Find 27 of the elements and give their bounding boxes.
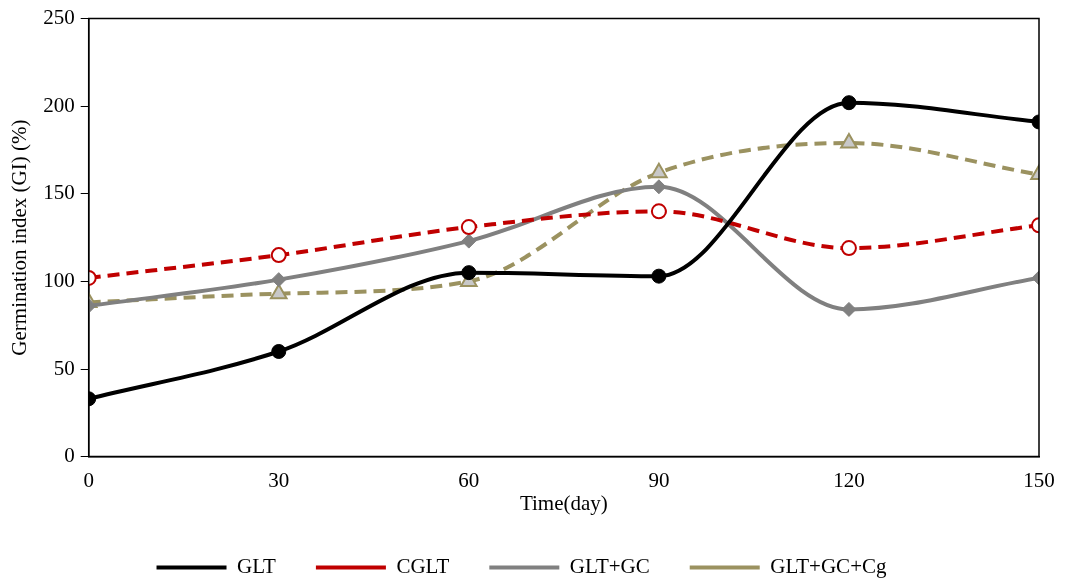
- x-tick-label: 0: [83, 467, 94, 492]
- x-axis-title: Time(day): [519, 490, 608, 515]
- y-tick-label: 50: [53, 355, 75, 380]
- point: [271, 343, 287, 359]
- point: [271, 272, 287, 288]
- point: [650, 203, 667, 220]
- x-tick-label: 30: [268, 467, 290, 492]
- point: [460, 219, 477, 236]
- x-tick-label: 90: [648, 467, 670, 492]
- y-tick-label: 250: [43, 5, 75, 30]
- legend-label: GLT+GC+Cg: [770, 554, 887, 579]
- y-tick-label: 100: [43, 267, 75, 292]
- x-tick-label: 120: [833, 467, 865, 492]
- y-tick-label: 0: [64, 443, 75, 468]
- y-tick-label: 200: [43, 92, 75, 117]
- y-axis-title: Germination index (GI) (%): [7, 119, 32, 356]
- point: [651, 268, 667, 284]
- legend-label: GLT: [237, 554, 277, 579]
- x-tick-label: 60: [458, 467, 480, 492]
- legend-label: CGLT: [396, 554, 450, 579]
- point: [651, 179, 667, 195]
- point: [461, 265, 477, 281]
- x-tick-label: 150: [1023, 467, 1055, 492]
- point: [461, 233, 477, 249]
- legend-label: GLT+GC: [569, 554, 650, 579]
- point: [840, 240, 857, 257]
- y-tick-label: 150: [43, 180, 75, 205]
